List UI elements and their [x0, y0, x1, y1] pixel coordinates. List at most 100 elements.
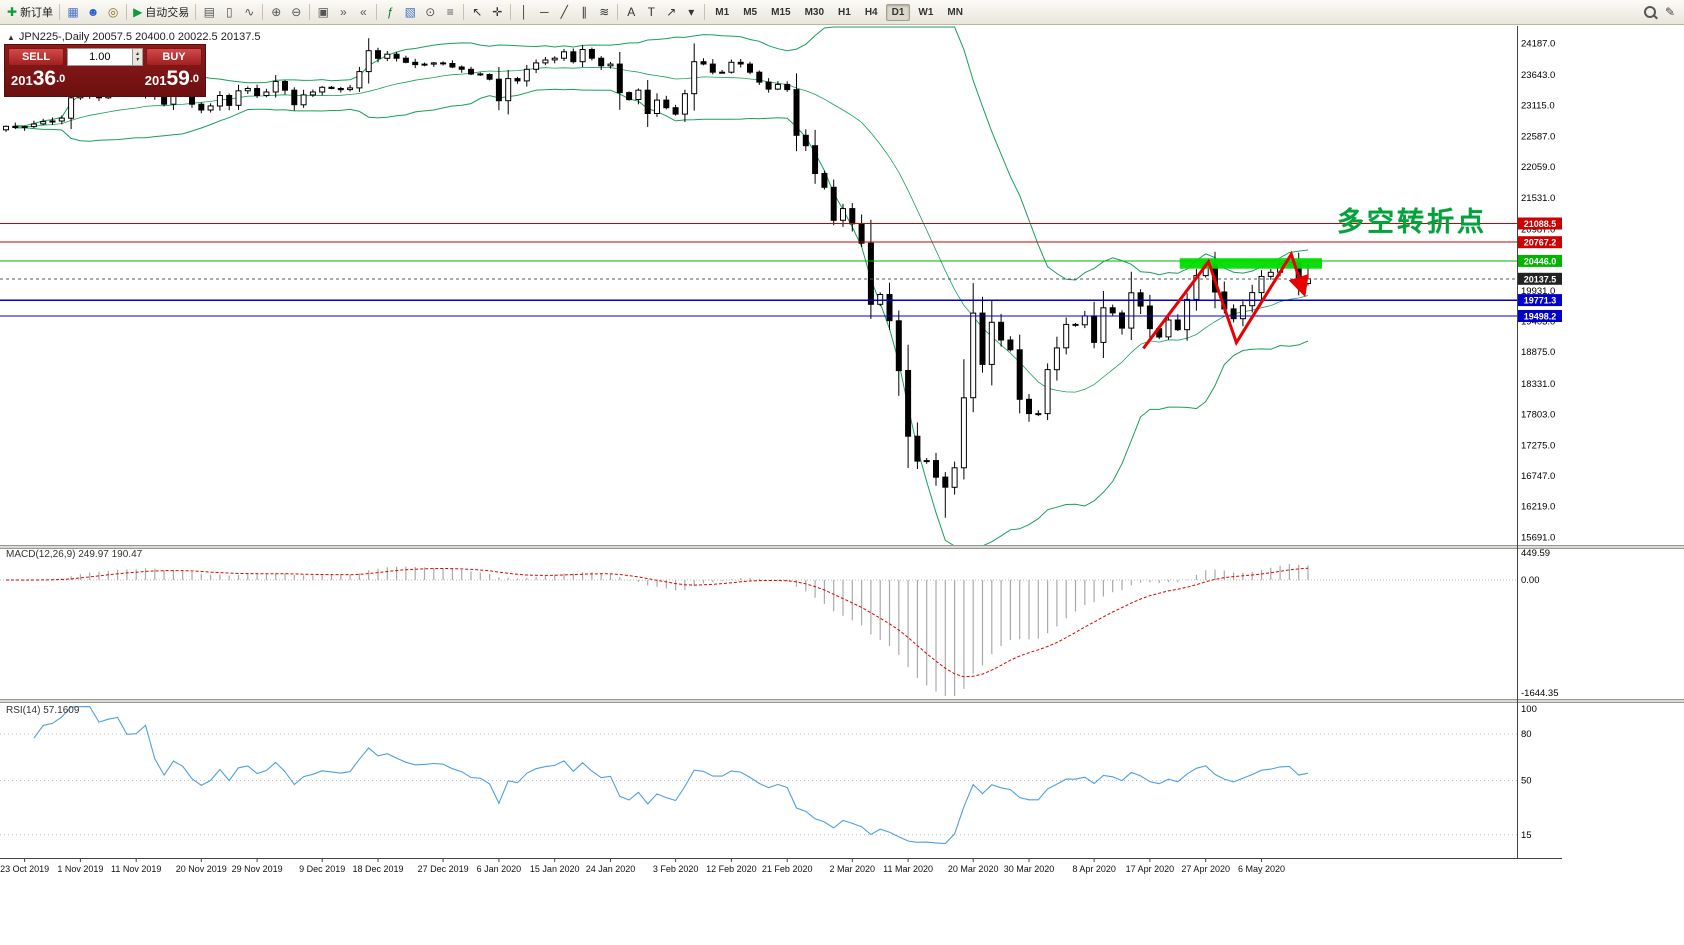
date-label: 9 Dec 2019	[299, 864, 345, 874]
price-axis[interactable]: 24187.0 23643.0 23115.0 22587.0 22059.0 21531…	[1521, 38, 1559, 841]
crosshair-button[interactable]: ✛	[487, 2, 507, 22]
candlestick-button[interactable]: ▯	[219, 2, 239, 22]
arrows-icon: ↗	[666, 5, 677, 19]
svg-text:0.00: 0.00	[1521, 575, 1540, 586]
zoom-out-button[interactable]: ⊖	[286, 2, 306, 22]
date-label: 20 Nov 2019	[176, 864, 227, 874]
line-chart-icon: ∿	[244, 5, 255, 19]
timeframe-w1[interactable]: W1	[912, 4, 939, 21]
text-icon: A	[627, 5, 636, 19]
tile-windows-button[interactable]: ▣	[313, 2, 333, 22]
timeframe-mn[interactable]: MN	[941, 4, 969, 21]
horizontal-line-button[interactable]: ─	[534, 2, 554, 22]
auto-scroll-icon: »	[339, 5, 347, 19]
period-button[interactable]: ⊙	[420, 2, 440, 22]
edit-icon: ✎	[1664, 5, 1676, 19]
new-order-button[interactable]: ✚ 新订单	[4, 2, 56, 22]
date-label: 21 Feb 2020	[762, 864, 813, 874]
autotrading-button[interactable]: ▶ 自动交易	[130, 2, 192, 22]
svg-text:17803.0: 17803.0	[1521, 410, 1555, 421]
new-chart-icon: ▦	[67, 5, 79, 19]
timeframe-m1[interactable]: M1	[709, 4, 735, 21]
rsi-splitter[interactable]	[0, 699, 1684, 703]
text-label-button[interactable]: T	[641, 2, 661, 22]
timeframe-h4[interactable]: H4	[859, 4, 884, 21]
svg-text:80: 80	[1521, 729, 1532, 740]
zoom-in-button[interactable]: ⊕	[266, 2, 286, 22]
channel-icon: ∥	[581, 5, 588, 19]
timeframe-m30[interactable]: M30	[799, 4, 830, 21]
shapes-dropdown-button[interactable]: ▾	[681, 2, 701, 22]
volume-spinner[interactable]: ▴ ▾	[131, 49, 142, 65]
open-chart-button[interactable]: ▧	[400, 2, 420, 22]
templates-button[interactable]: ≡	[440, 2, 460, 22]
date-label: 1 Nov 2019	[57, 864, 103, 874]
autotrading-label: 自动交易	[145, 7, 190, 19]
svg-text:22587.0: 22587.0	[1521, 131, 1555, 142]
shapes-dropdown-icon: ▾	[688, 5, 695, 19]
text-button[interactable]: A	[621, 2, 641, 22]
edit-button[interactable]: ✎	[1660, 2, 1680, 22]
auto-scroll-button[interactable]: »	[333, 2, 353, 22]
sell-button[interactable]: SELL	[8, 48, 64, 66]
trendline-icon: ╱	[560, 5, 568, 19]
date-label: 27 Apr 2020	[1181, 864, 1230, 874]
chart-shift-button[interactable]: «	[353, 2, 373, 22]
timeframe-d1[interactable]: D1	[885, 3, 911, 21]
price-tag-20446.0	[1518, 254, 1562, 267]
time-axis[interactable]: 23 Oct 2019 1 Nov 2019 11 Nov 2019 20 Nov 2…	[0, 859, 1285, 874]
new-chart-button[interactable]: ▦	[63, 2, 83, 22]
bollinger-middle	[15, 67, 1309, 393]
profiles-button[interactable]: ☻	[83, 2, 103, 22]
buy-price[interactable]: 20159.0	[144, 67, 199, 90]
fibonacci-icon: ≋	[599, 5, 610, 19]
svg-text:23115.0: 23115.0	[1521, 101, 1555, 112]
date-label: 18 Dec 2019	[352, 864, 403, 874]
timeframe-m5[interactable]: M5	[737, 4, 763, 21]
toolbar-buttons: ✚ 新订单 ▦ ☻ ◎ ▶ 自动交易 ▤ ▯ ∿ ⊕ ⊖ ▣ » « ƒ ▧ ⊙ ≡ ↖ ✛ │ ─ ╱ ∥ ≋ A T ↗ ▾	[4, 2, 708, 22]
annotation-text: 多空转折点	[1337, 207, 1487, 237]
date-label: 8 Apr 2020	[1072, 864, 1116, 874]
autotrading-icon: ▶	[133, 5, 143, 19]
line-chart-button[interactable]: ∿	[239, 2, 259, 22]
volume-input[interactable]	[68, 49, 132, 65]
zigzag-arrow[interactable]	[1142, 250, 1309, 350]
spin-up-icon[interactable]: ▴	[135, 51, 139, 57]
collapse-triangle-icon[interactable]: ▲	[7, 33, 15, 42]
svg-text:23643.0: 23643.0	[1521, 70, 1555, 81]
bollinger-upper	[15, 26, 1309, 281]
alerts-button[interactable]: ◎	[103, 2, 123, 22]
search-button[interactable]	[1640, 2, 1660, 22]
timeframe-buttons: M1 M5 M15 M30 H1 H4 D1 W1 MN	[708, 3, 970, 21]
price-tags: 21088.5 20767.2 20446.0 20137.5 19771.3 19498…	[1518, 217, 1562, 322]
svg-text:50: 50	[1521, 776, 1532, 787]
indicators-button[interactable]: ƒ	[380, 2, 400, 22]
candlestick-icon: ▯	[225, 5, 233, 19]
highlight-box[interactable]	[1179, 258, 1322, 269]
date-label: 12 Feb 2020	[706, 864, 757, 874]
svg-text:21531.0: 21531.0	[1521, 193, 1555, 204]
svg-text:22059.0: 22059.0	[1521, 162, 1555, 173]
date-label: 2 Mar 2020	[830, 864, 876, 874]
date-label: 6 Jan 2020	[477, 864, 522, 874]
horizontal-line-icon: ─	[540, 5, 549, 19]
cursor-button[interactable]: ↖	[467, 2, 487, 22]
rsi-line	[33, 706, 1309, 845]
alerts-icon: ◎	[107, 5, 119, 19]
fibonacci-button[interactable]: ≋	[594, 2, 614, 22]
timeframe-m15[interactable]: M15	[765, 4, 796, 21]
bar-chart-button[interactable]: ▤	[199, 2, 219, 22]
arrows-button[interactable]: ↗	[661, 2, 681, 22]
spin-down-icon[interactable]: ▾	[135, 57, 139, 63]
sell-price[interactable]: 20136.0	[11, 67, 66, 90]
vertical-line-button[interactable]: │	[514, 2, 534, 22]
macd-splitter[interactable]	[0, 545, 1684, 549]
price-tag-19498.2	[1518, 310, 1562, 322]
buy-button[interactable]: BUY	[146, 48, 202, 66]
channel-button[interactable]: ∥	[574, 2, 594, 22]
trendline-button[interactable]: ╱	[554, 2, 574, 22]
timeframe-h1[interactable]: H1	[832, 4, 857, 21]
bar-chart-icon: ▤	[203, 5, 215, 19]
svg-text:20987.0: 20987.0	[1521, 224, 1555, 235]
